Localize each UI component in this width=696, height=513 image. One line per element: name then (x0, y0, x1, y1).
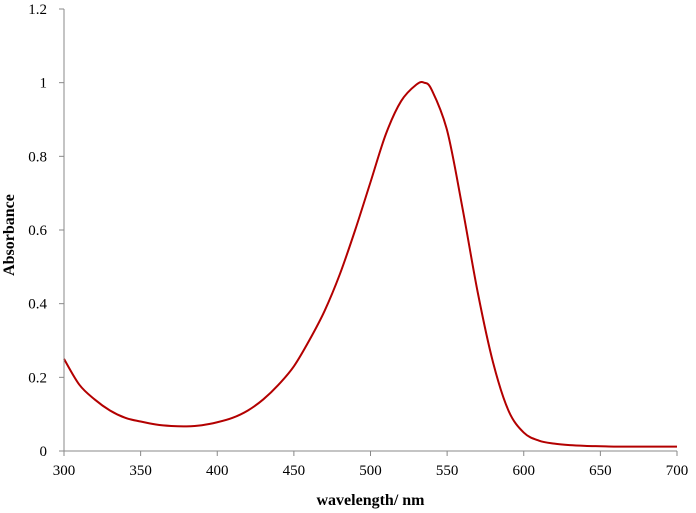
x-tick-label: 350 (129, 463, 152, 479)
x-tick-label: 450 (283, 463, 306, 479)
y-axis-ticks: 0 0.2 0.4 0.6 0.8 1 1.2 (28, 2, 64, 460)
x-tick-label: 600 (513, 463, 536, 479)
y-tick-label: 0.8 (28, 149, 47, 165)
x-tick-label: 400 (206, 463, 229, 479)
y-tick-label: 1 (40, 76, 48, 92)
x-tick-label: 700 (666, 463, 689, 479)
y-tick-label: 1.2 (28, 2, 47, 18)
x-tick-label: 300 (53, 463, 76, 479)
x-tick-label: 500 (359, 463, 382, 479)
x-axis-ticks: 300 350 400 450 500 550 600 650 700 (53, 451, 689, 479)
x-tick-label: 650 (589, 463, 612, 479)
x-tick-label: 550 (436, 463, 459, 479)
x-axis-title: wavelength/ nm (317, 492, 426, 509)
y-axis-title: Absorbance (1, 194, 18, 276)
y-tick-label: 0.2 (28, 370, 47, 386)
y-tick-label: 0 (40, 444, 48, 460)
absorbance-series-line (63, 81, 677, 448)
y-tick-label: 0.4 (28, 297, 47, 313)
plot-area (63, 81, 677, 448)
y-tick-label: 0.6 (28, 223, 47, 239)
